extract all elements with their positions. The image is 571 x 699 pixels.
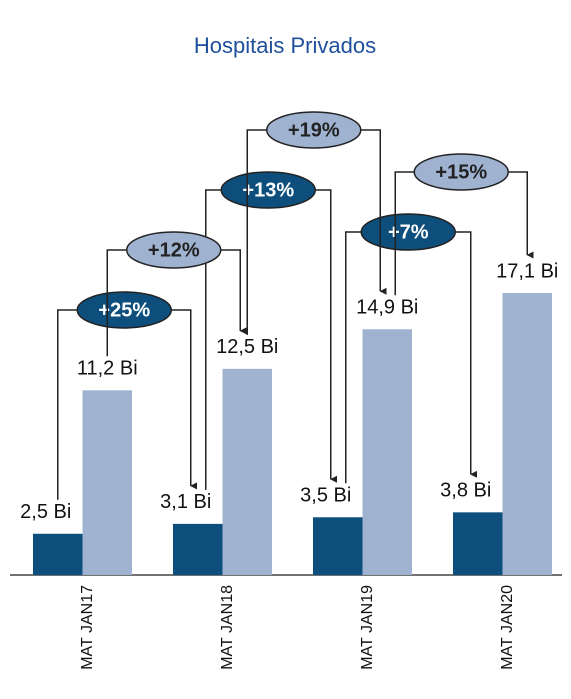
data-label: 12,5 Bi [216, 336, 278, 358]
bar [313, 517, 363, 575]
bar [502, 293, 552, 575]
bar [222, 368, 272, 575]
growth-oval [266, 111, 362, 149]
bar [82, 390, 132, 575]
data-label: 17,1 Bi [496, 260, 558, 282]
data-label: 14,9 Bi [356, 297, 418, 319]
growth-oval [126, 231, 222, 269]
x-tick-label: MAT JAN19 [359, 585, 376, 670]
x-tick-label: MAT JAN20 [499, 585, 516, 670]
data-label: 2,5 Bi [20, 501, 71, 523]
growth-label: +25% [98, 299, 150, 321]
bar [453, 512, 503, 575]
growth-label: +12% [148, 239, 200, 261]
chart-title: Hospitais Privados [194, 33, 376, 58]
growth-label: +19% [288, 119, 340, 141]
data-label: 3,5 Bi [300, 485, 351, 507]
data-label: 11,2 Bi [77, 358, 138, 380]
growth-oval [76, 291, 172, 329]
growth-oval [220, 171, 316, 209]
x-tick-label: MAT JAN17 [79, 585, 96, 670]
growth-oval [413, 153, 509, 191]
growth-label: +7% [388, 221, 429, 243]
growth-oval [360, 213, 456, 251]
growth-label: +15% [435, 161, 487, 183]
data-label: 3,8 Bi [440, 480, 491, 502]
growth-label: +13% [242, 179, 294, 201]
bar [173, 523, 223, 575]
x-tick-label: MAT JAN18 [219, 585, 236, 670]
bar [33, 533, 83, 575]
data-label: 3,1 Bi [160, 491, 211, 513]
bar [362, 329, 412, 575]
